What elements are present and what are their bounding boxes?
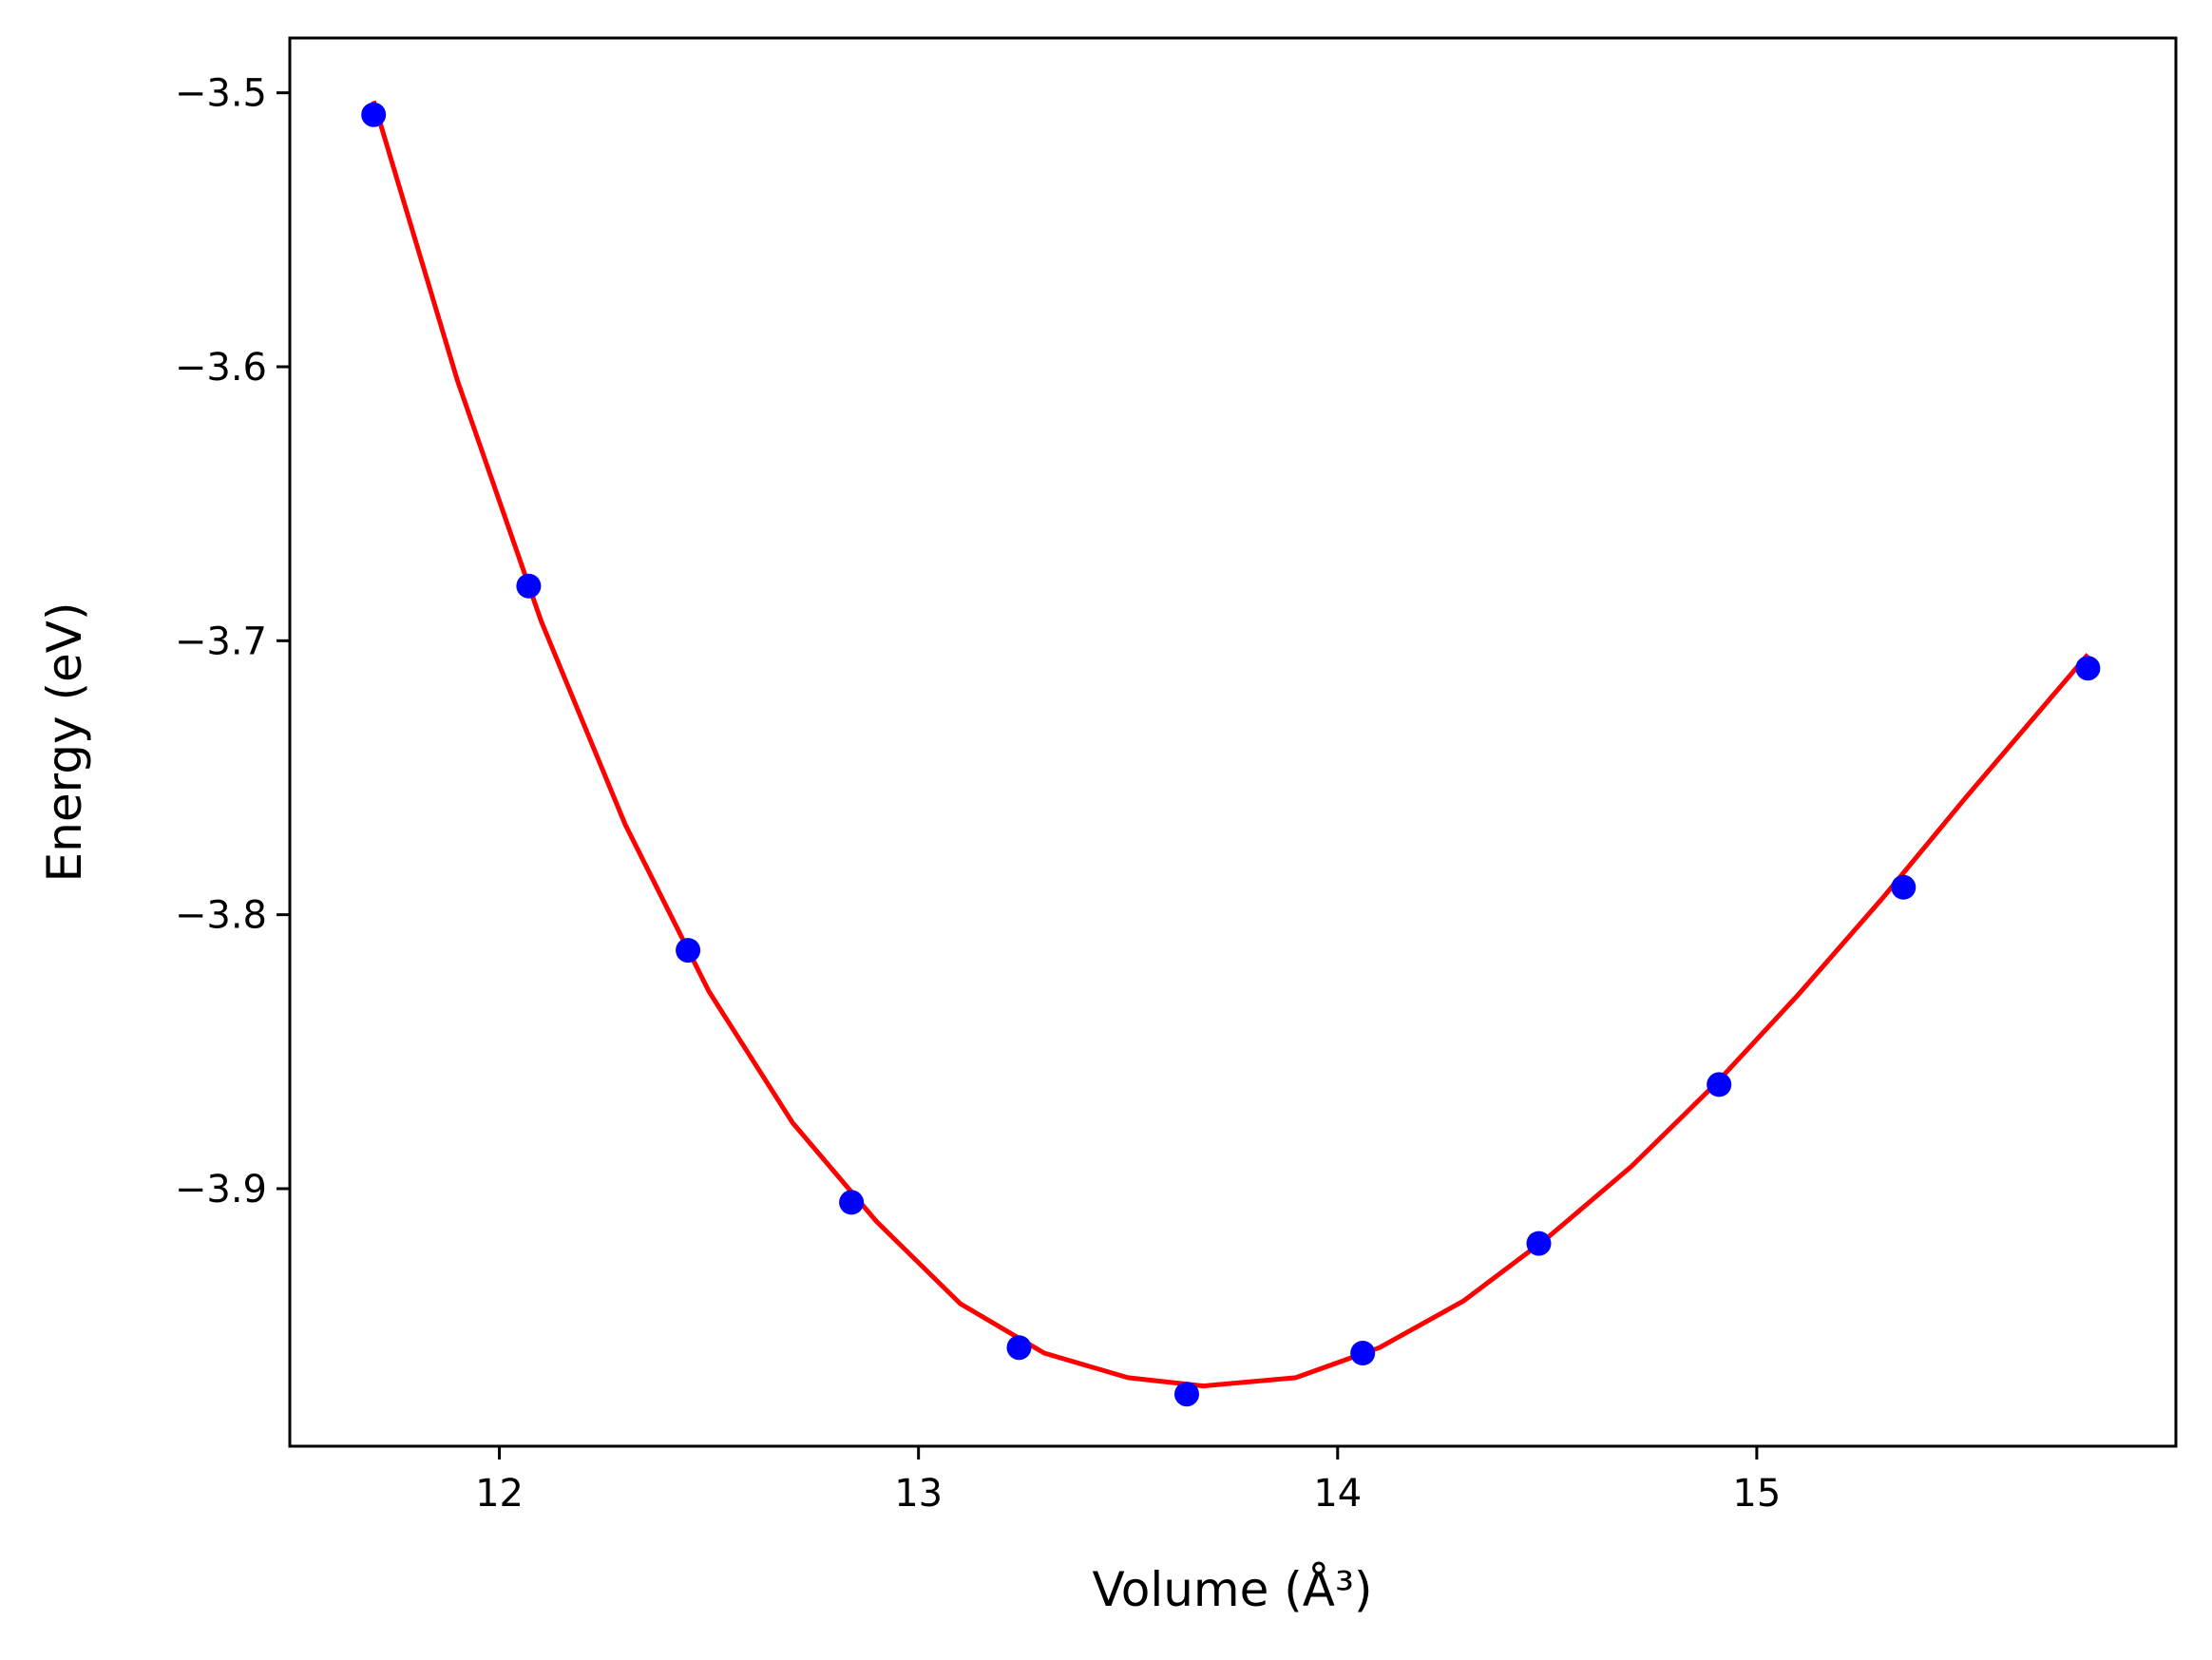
data-point — [676, 938, 701, 964]
x-axis-ticks: 12 13 14 15 — [475, 1446, 1781, 1516]
x-tick-label: 14 — [1313, 1472, 1362, 1516]
x-tick-label: 15 — [1732, 1472, 1781, 1516]
data-point — [839, 1190, 865, 1215]
y-tick-label: −3.9 — [175, 1168, 267, 1212]
data-point — [1350, 1341, 1376, 1365]
data-point — [1707, 1072, 1732, 1097]
x-axis-label: Volume (Å³) — [1092, 1562, 1372, 1617]
plot-area-frame — [288, 36, 2178, 1448]
x-tick-label: 13 — [894, 1472, 943, 1516]
y-tick-label: −3.5 — [175, 72, 267, 116]
data-point — [516, 573, 542, 599]
x-tick-label: 12 — [475, 1472, 524, 1516]
y-tick-label: −3.6 — [175, 346, 267, 390]
data-point — [1526, 1231, 1552, 1256]
data-point — [1174, 1382, 1199, 1407]
data-point — [1006, 1335, 1032, 1361]
y-tick-label: −3.7 — [175, 620, 267, 663]
series-layer — [361, 100, 2101, 1407]
y-axis-ticks: −3.5 −3.6 −3.7 −3.8 −3.9 — [175, 72, 290, 1212]
y-tick-label: −3.8 — [175, 894, 267, 938]
data-point — [1891, 874, 1916, 900]
data-point — [361, 102, 387, 127]
y-axis-label: Energy (eV) — [37, 602, 92, 883]
fit-curve — [371, 100, 2090, 1389]
data-point — [2075, 656, 2101, 681]
